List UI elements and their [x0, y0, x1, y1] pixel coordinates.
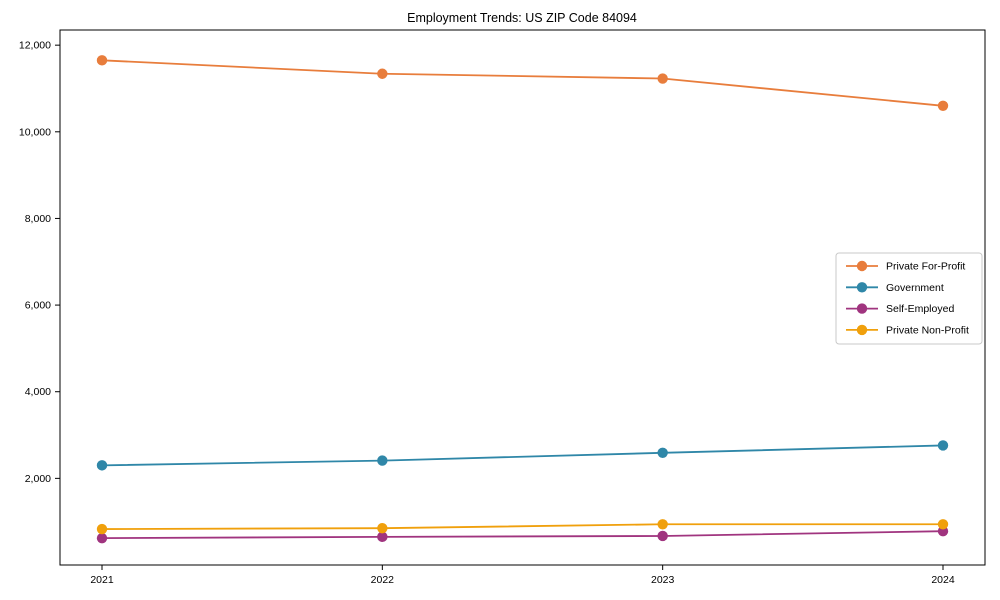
plot-area: 2,000 4,000 6,000 8,000 10,000 12,000 2021 2022…: [19, 29, 986, 586]
series-marker: [937, 440, 949, 451]
legend-label: Private For-Profit: [886, 261, 965, 273]
chart-title: Employment Trends: US ZIP Code 84094: [407, 11, 637, 25]
y-axis-tick-label: 4,000: [25, 386, 51, 398]
legend-label: Private Non-Profit: [886, 324, 969, 336]
series-marker: [377, 531, 388, 543]
legend-label: Self-Employed: [886, 303, 954, 315]
x-axis-tick-label: 2022: [371, 574, 395, 586]
x-axis-tick-label: 2023: [651, 574, 675, 586]
legend-label: Government: [886, 282, 944, 294]
series-line-private-non-profit: [101, 523, 943, 530]
series-marker: [96, 532, 108, 544]
y-axis-tick-label: 2,000: [25, 473, 51, 485]
series-marker: [657, 447, 668, 459]
series-marker: [657, 73, 668, 84]
series-marker: [96, 523, 108, 535]
y-axis-tick-label: 6,000: [25, 300, 51, 312]
series-line-private-for-profit: [101, 59, 944, 107]
series-marker: [937, 519, 949, 530]
series-marker: [377, 68, 388, 79]
y-axis-tick-label: 12,000: [19, 40, 51, 52]
legend-marker-icon: [856, 260, 868, 272]
series-marker: [377, 455, 388, 466]
series-marker: [377, 522, 388, 534]
legend-marker-icon: [856, 324, 868, 336]
legend-box: [835, 252, 983, 345]
series-line-government: [101, 444, 944, 467]
y-axis-tick-label: 8,000: [25, 213, 51, 225]
series-marker: [937, 100, 949, 112]
x-axis-tick-label: 2024: [931, 574, 955, 586]
axes-border: [59, 29, 986, 566]
series-marker: [657, 530, 668, 542]
series-line-self-employed: [101, 530, 944, 540]
x-axis-tick-label: 2021: [90, 574, 114, 586]
series-marker: [96, 55, 108, 66]
legend-marker-icon: [856, 303, 868, 314]
legend-marker-icon: [856, 282, 868, 293]
y-axis-tick-label: 10,000: [19, 126, 51, 138]
series-marker: [96, 460, 108, 471]
series-marker: [657, 519, 668, 530]
